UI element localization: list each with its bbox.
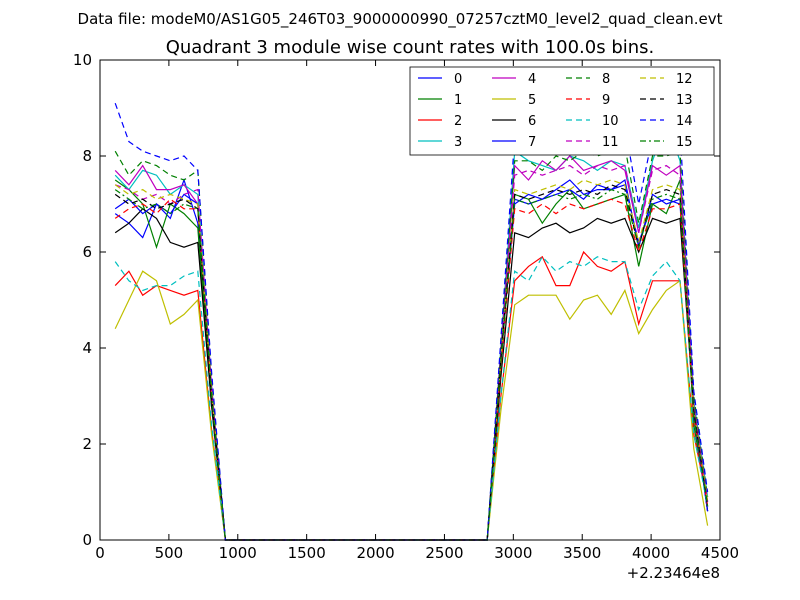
legend-label-15: 15 [676, 135, 693, 150]
legend-label-12: 12 [676, 72, 693, 87]
x-offset-label: +2.23464e8 [627, 564, 720, 582]
x-tick-label: 2000 [356, 544, 394, 562]
legend-label-11: 11 [602, 135, 619, 150]
legend-label-2: 2 [454, 114, 462, 129]
y-tick-label: 8 [82, 147, 92, 165]
x-tick-label: 4000 [632, 544, 670, 562]
legend-label-6: 6 [528, 114, 536, 129]
legend-label-1: 1 [454, 93, 462, 108]
series-line-10 [114, 255, 709, 541]
x-tick-label: 1000 [219, 544, 257, 562]
x-tick-label: 1500 [288, 544, 326, 562]
legend-label-3: 3 [454, 135, 462, 150]
legend-frame [409, 66, 715, 156]
y-tick-label: 6 [82, 243, 92, 261]
legend-label-14: 14 [676, 114, 693, 129]
legend-label-8: 8 [602, 72, 610, 87]
legend-label-10: 10 [602, 114, 619, 129]
plot-frame [99, 59, 721, 541]
x-tick-label: 2500 [425, 544, 463, 562]
y-tick-label: 10 [73, 51, 92, 69]
x-tick-label: 3000 [494, 544, 532, 562]
x-tick-label: 0 [95, 544, 105, 562]
x-tick-label: 3500 [563, 544, 601, 562]
legend-label-5: 5 [528, 93, 536, 108]
y-tick-label: 4 [82, 339, 92, 357]
x-tick-label: 4500 [701, 544, 739, 562]
legend-label-7: 7 [528, 135, 536, 150]
series-line-15 [114, 188, 709, 541]
chart-title: Quadrant 3 module wise count rates with … [166, 37, 655, 58]
legend-label-13: 13 [676, 93, 693, 108]
legend-label-0: 0 [454, 72, 462, 87]
y-tick-label: 0 [82, 531, 92, 549]
x-tick-label: 500 [155, 544, 184, 562]
suptitle: Data file: modeM0/AS1G05_246T03_90000009… [78, 10, 723, 29]
legend-label-4: 4 [528, 72, 536, 87]
x-axis: 0 500 1000 1500 2000 2500 3000 3500 4000 4500 [95, 60, 739, 562]
y-tick-label: 2 [82, 435, 92, 453]
legend-label-9: 9 [602, 93, 610, 108]
